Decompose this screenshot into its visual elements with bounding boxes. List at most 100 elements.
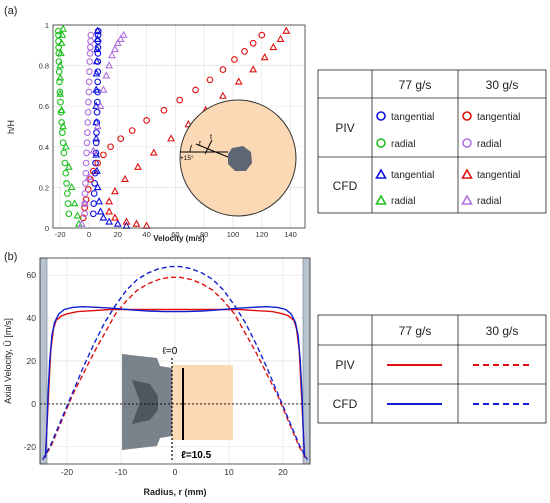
data-point — [57, 38, 66, 47]
data-point — [58, 30, 67, 38]
data-point — [192, 86, 199, 94]
data-point — [93, 44, 101, 53]
data-point — [206, 76, 214, 84]
data-point — [56, 73, 65, 81]
data-point — [94, 159, 101, 167]
data-point — [62, 169, 70, 177]
data-point — [119, 30, 128, 38]
data-point — [92, 57, 101, 65]
data-point — [92, 117, 101, 126]
x-tick-label: 120 — [256, 230, 269, 239]
legend-a-cfd30-rad-marker — [461, 194, 473, 205]
data-point — [87, 31, 95, 39]
data-point — [67, 182, 76, 191]
panel-a-ylabel: h/H — [6, 120, 16, 134]
data-point — [160, 106, 168, 114]
legend-a-piv30-tan-marker — [462, 111, 472, 121]
data-point — [59, 129, 66, 136]
nozzle-inset: ℓ=0 ℓ=10.5 — [122, 346, 233, 461]
series-piv-30-line — [42, 276, 308, 461]
panel-a-series — [54, 24, 291, 229]
data-point — [91, 179, 98, 187]
legend-a-cfd30-tan-marker — [461, 168, 473, 179]
panel-b-frame — [39, 257, 311, 465]
data-point — [70, 199, 79, 207]
series-cfd-30-radial — [77, 30, 128, 227]
data-point — [64, 190, 71, 197]
data-point — [269, 42, 278, 51]
legend-a-row-cfd: CFD — [333, 179, 358, 193]
panel-b-series — [40, 265, 310, 461]
data-point — [56, 88, 64, 96]
data-point — [82, 179, 89, 187]
data-point — [105, 217, 114, 225]
data-point — [64, 162, 73, 170]
data-point — [92, 139, 100, 147]
data-point — [93, 26, 102, 34]
data-point — [83, 149, 90, 157]
data-point — [110, 44, 119, 53]
data-point — [65, 210, 73, 218]
x-tick-label: 60 — [171, 230, 179, 239]
y-tick-label: 0.2 — [39, 183, 49, 192]
y-tick-label: 20 — [27, 356, 37, 366]
data-point — [92, 150, 101, 158]
data-point — [57, 105, 66, 114]
data-point — [77, 219, 86, 227]
legend-a-piv77-rad-marker — [376, 138, 386, 148]
data-point — [56, 61, 65, 69]
y-tick-label: 1 — [45, 21, 49, 30]
data-point — [276, 34, 285, 42]
data-point — [110, 187, 119, 195]
legend-a-col-30: 30 g/s — [486, 78, 519, 92]
panel-b-label: (b) — [4, 251, 17, 263]
data-point — [218, 91, 227, 99]
panel-b-plot: ℓ=0 ℓ=10.5 -20 -10 0 10 20 -20 0 20 40 60 Radius,… — [3, 257, 311, 497]
data-point — [113, 38, 122, 47]
legend-b-col-77: 77 g/s — [399, 324, 432, 338]
legend-a-row-piv: PIV — [335, 121, 354, 135]
data-point — [93, 34, 102, 42]
legend-a-cfd77-tan-marker — [375, 168, 387, 179]
data-point — [102, 71, 111, 79]
data-point — [84, 186, 92, 193]
data-point — [56, 78, 63, 86]
data-point — [81, 210, 89, 218]
data-point — [110, 213, 119, 221]
data-point — [107, 143, 114, 151]
data-point — [96, 207, 105, 215]
nozzle-tip — [132, 380, 158, 424]
data-point — [73, 211, 82, 219]
data-point — [93, 182, 102, 191]
data-point — [62, 142, 70, 150]
nozzle-fluid-region — [172, 365, 233, 440]
legend-a-piv30-rad-label: radial — [477, 139, 501, 150]
data-point — [92, 166, 101, 174]
data-point — [117, 135, 125, 143]
panel-b-xlabel: Radius, r (mm) — [143, 487, 206, 497]
data-point — [184, 120, 193, 128]
data-point — [94, 78, 101, 86]
y-tick-label: 40 — [27, 313, 37, 323]
data-point — [86, 68, 93, 76]
series-piv-30-tangential — [79, 31, 266, 222]
data-point — [121, 174, 129, 183]
data-point — [92, 101, 101, 109]
data-point — [92, 69, 101, 77]
x-tick-label: 20 — [114, 230, 122, 239]
x-tick-label: 0 — [173, 467, 178, 477]
data-point — [89, 210, 97, 218]
inset-angle-arc — [189, 144, 193, 153]
data-point — [99, 213, 108, 221]
data-point — [122, 217, 131, 225]
data-point — [92, 159, 99, 167]
series-piv-77-radial — [54, 27, 73, 218]
data-point — [83, 139, 91, 147]
data-point — [95, 197, 104, 205]
data-point — [93, 122, 102, 130]
data-point — [93, 108, 101, 116]
data-point — [116, 34, 125, 42]
data-point — [82, 169, 90, 177]
data-point — [63, 179, 70, 187]
data-point — [59, 122, 68, 130]
